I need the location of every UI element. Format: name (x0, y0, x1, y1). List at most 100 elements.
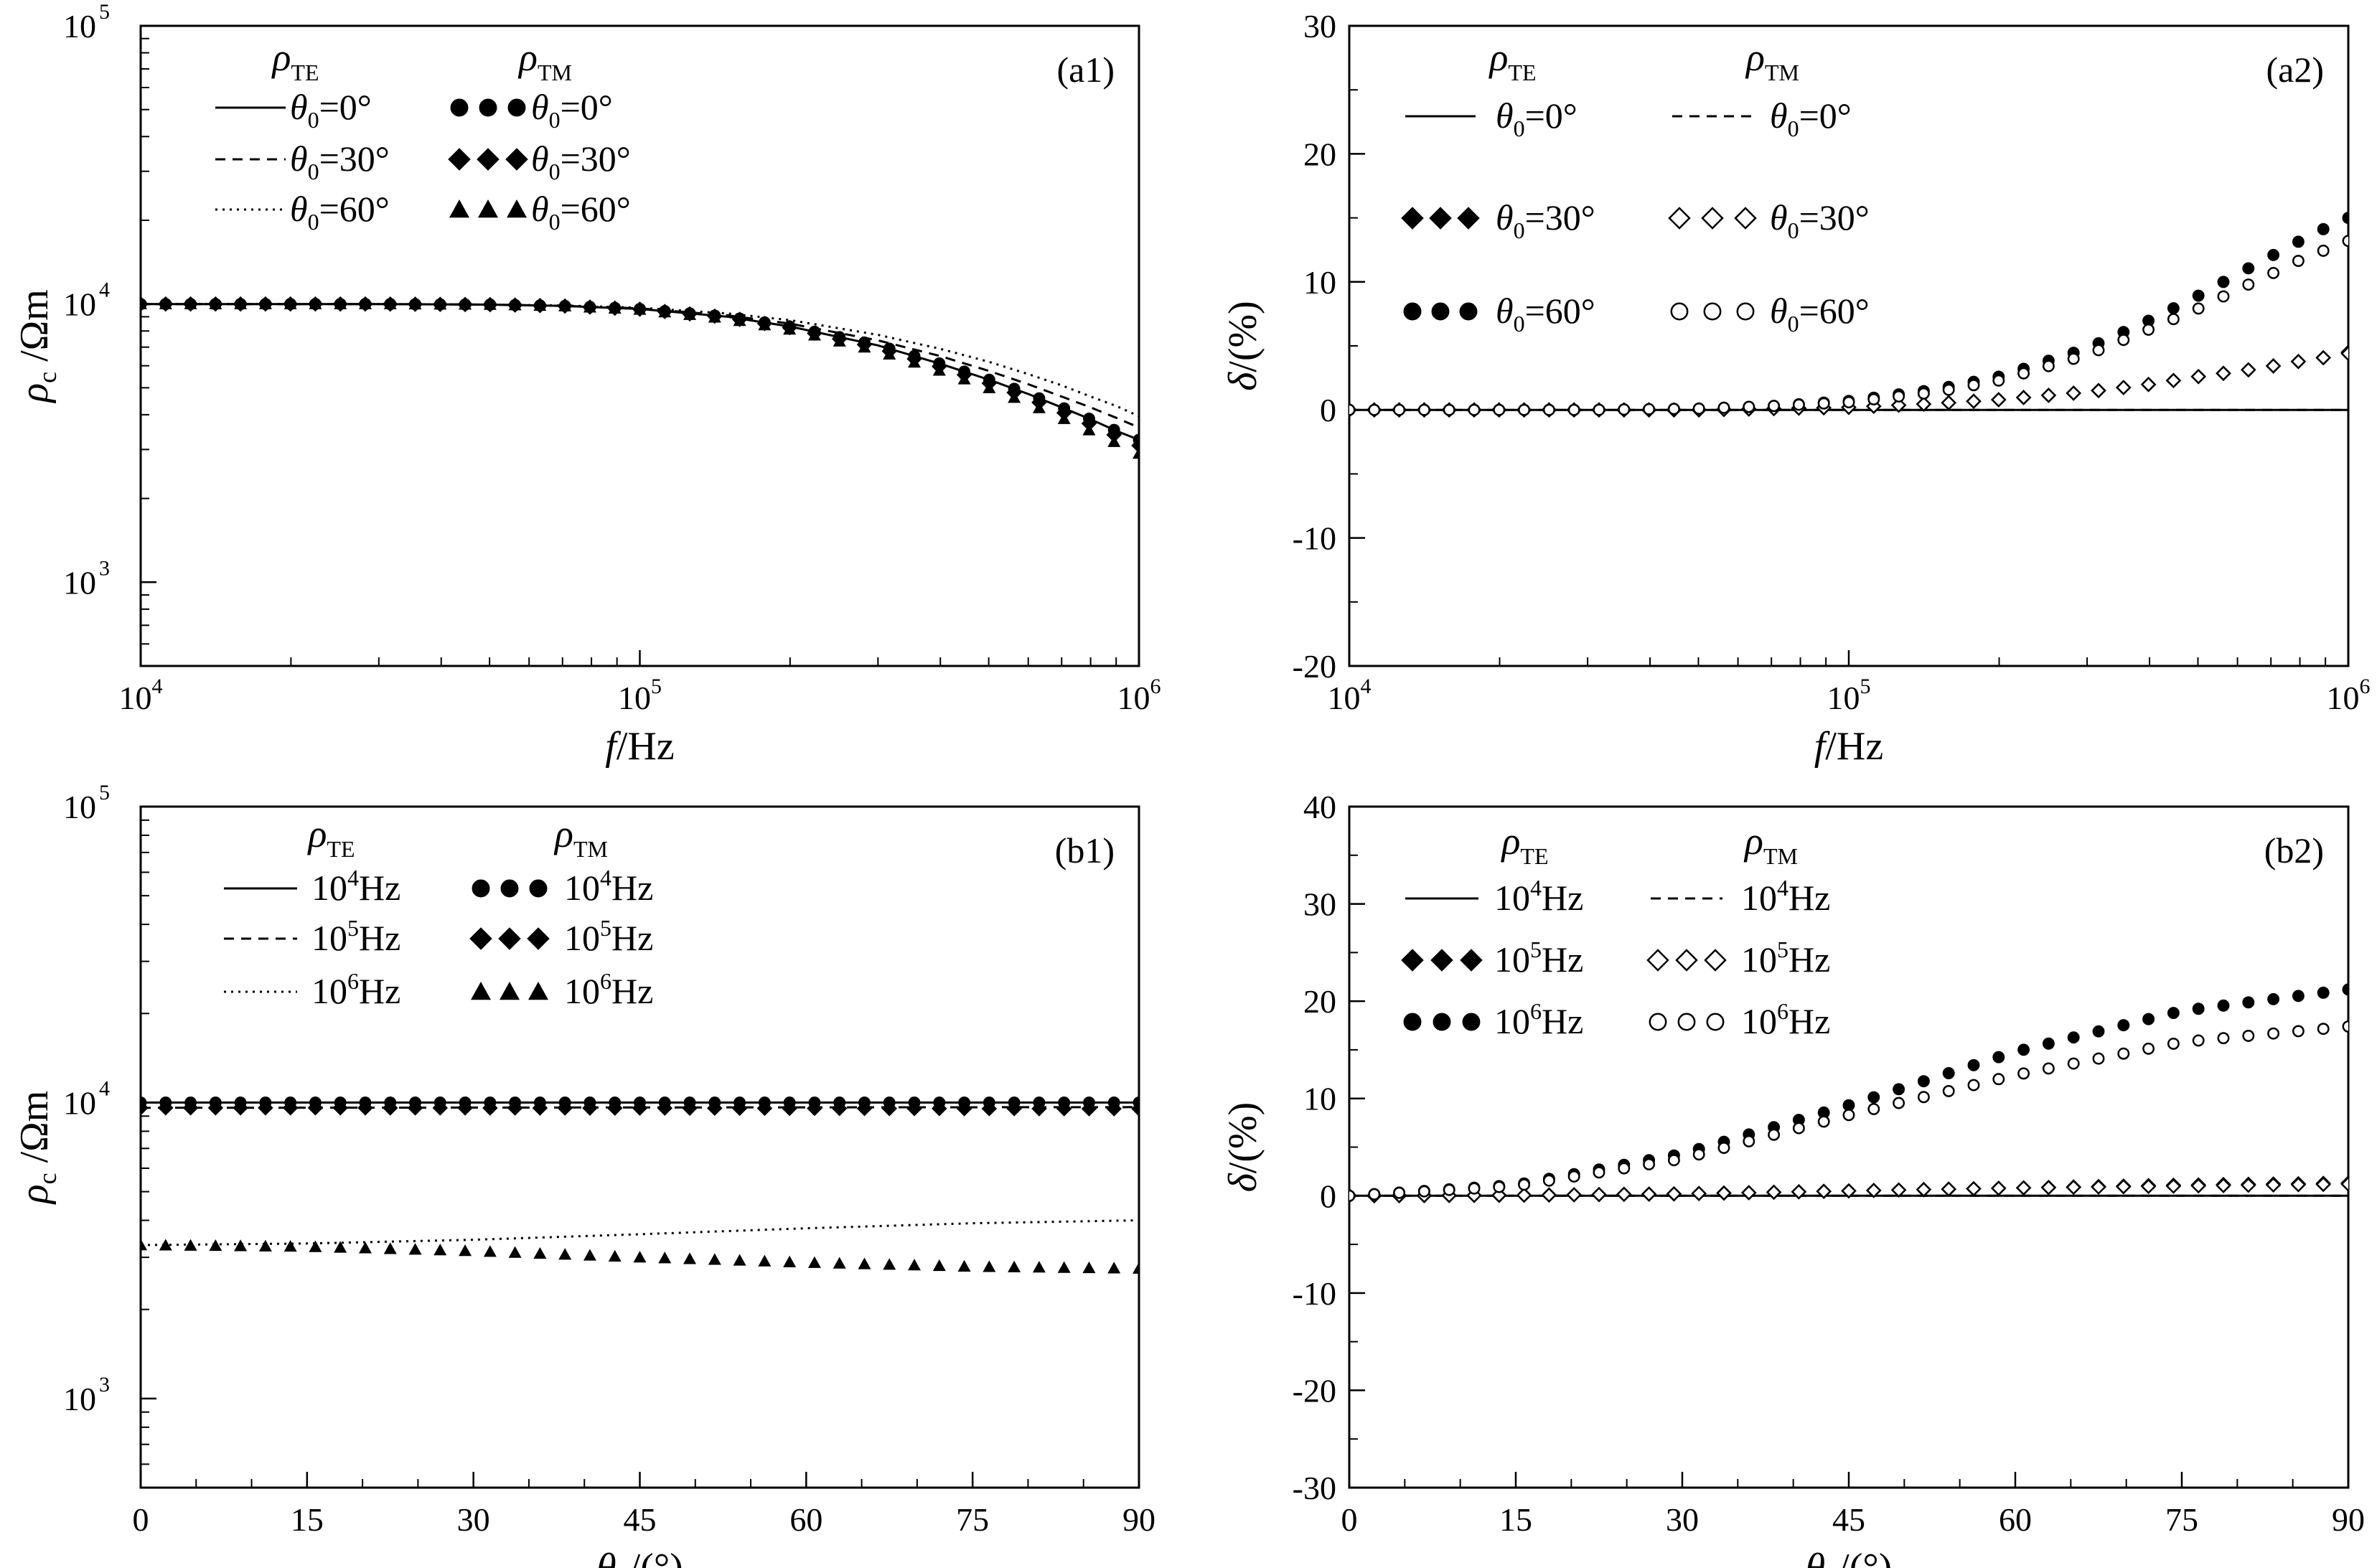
data-marker (258, 1239, 272, 1252)
data-marker (632, 1100, 648, 1116)
y-tick-label: 30 (1303, 8, 1336, 44)
legend-item: 105Hz (224, 915, 400, 958)
x-tick-label: 60 (1999, 1501, 2032, 1538)
data-marker (383, 1242, 397, 1254)
data-marker (1741, 1185, 1757, 1201)
data-marker (1816, 1183, 1832, 1199)
legend-marker-sample (1703, 302, 1722, 321)
data-marker (1618, 1162, 1631, 1175)
data-marker (2315, 1176, 2331, 1193)
data-marker (2192, 289, 2205, 302)
data-marker (2040, 1180, 2057, 1196)
series-te-10-5hz (141, 1106, 1139, 1109)
data-marker (906, 1100, 922, 1117)
y-tick-label: -30 (1293, 1470, 1336, 1506)
data-marker (1916, 1181, 1932, 1198)
data-marker (2142, 1042, 2155, 1055)
data-marker (1991, 392, 2007, 408)
data-marker (309, 1240, 322, 1252)
data-marker (1518, 1178, 1531, 1191)
data-marker (2242, 278, 2255, 291)
series-tm-0-30- (141, 296, 1139, 454)
data-marker (282, 1099, 299, 1116)
legend-label: 106Hz (311, 968, 400, 1011)
data-marker (1692, 402, 1705, 415)
data-marker (482, 1100, 498, 1116)
legend-label: θ0=30° (1770, 197, 1870, 243)
data-marker (1691, 1186, 1707, 1201)
plot-area (1349, 212, 2348, 418)
legend-marker-sample (1646, 949, 1669, 972)
data-marker (558, 299, 572, 311)
chart-b2: 0 15 30 45 60 75 90 -30 -20 -10 0 10 20 30 40 (b2) θ0/(°… (1221, 789, 2365, 1568)
legend-marker-sample (1668, 207, 1691, 230)
x-tick-label: 45 (1832, 1501, 1865, 1538)
data-marker (582, 1100, 598, 1116)
data-marker (1867, 1102, 1880, 1115)
data-marker (1992, 1051, 2005, 1064)
data-marker (2217, 276, 2230, 288)
legend-label: θ0=0° (1496, 95, 1577, 141)
data-marker (2092, 344, 2105, 357)
data-marker (731, 1100, 748, 1117)
data-marker (2267, 1027, 2280, 1040)
x-tick-label: 106 (1117, 675, 1161, 716)
legend-marker-sample (529, 879, 548, 898)
series-line (141, 1219, 1139, 1247)
x-tick-label: 104 (119, 675, 163, 716)
legend-marker-sample (500, 982, 520, 1000)
data-marker (433, 298, 447, 310)
x-tick-label: 106 (2327, 675, 2371, 716)
plot-area (141, 1096, 1139, 1274)
data-marker (1890, 397, 1907, 413)
data-marker (1866, 1183, 1882, 1198)
data-marker (2290, 354, 2307, 370)
data-marker (1131, 438, 1139, 454)
data-marker (2067, 352, 2080, 365)
data-marker (1032, 401, 1046, 413)
data-marker (1056, 1101, 1072, 1117)
panel-label: (b1) (1055, 830, 1115, 870)
data-marker (2040, 388, 2057, 403)
data-marker (1791, 1183, 1807, 1200)
legend-marker-sample (1431, 302, 1450, 321)
legend-label: 106Hz (1741, 998, 1830, 1041)
data-marker (2067, 1031, 2080, 1044)
data-marker (1692, 1148, 1705, 1161)
data-marker (1766, 1184, 1782, 1201)
data-marker (2017, 1043, 2030, 1056)
data-marker (2192, 1034, 2205, 1047)
data-marker (2317, 244, 2330, 257)
data-marker (357, 1100, 373, 1116)
y-tick-label: 10 (63, 1084, 96, 1121)
data-marker (1393, 1186, 1406, 1199)
y-axis-label: ρc /Ωm (12, 1091, 62, 1206)
data-marker (2216, 1178, 2231, 1193)
data-marker (334, 1241, 347, 1253)
legend-item: 105Hz (469, 915, 653, 958)
data-marker (141, 1099, 149, 1116)
data-marker (708, 311, 721, 323)
data-marker (2015, 390, 2032, 405)
data-marker (981, 1101, 998, 1117)
panel-label: (a1) (1057, 50, 1115, 90)
data-marker (407, 1100, 423, 1116)
data-marker (1743, 1135, 1755, 1147)
data-marker (1893, 1083, 1905, 1096)
legend-marker-sample (479, 98, 497, 117)
series-te-0-60- (141, 303, 1139, 418)
data-marker (758, 319, 772, 331)
data-marker (1057, 1261, 1071, 1273)
series-te-10-6hz (141, 1219, 1139, 1247)
data-marker (1768, 400, 1781, 413)
series-tm-10-5hz (141, 1099, 1139, 1117)
y-tick-label: -10 (1293, 1275, 1336, 1312)
data-marker (234, 1239, 248, 1252)
y-tick-exponent: 3 (99, 556, 110, 580)
data-marker (1468, 403, 1481, 416)
data-marker (2317, 1023, 2330, 1036)
y-tick-label: 10 (1303, 1081, 1336, 1117)
data-marker (1057, 412, 1071, 424)
legend-label: 106Hz (564, 968, 653, 1011)
legend-label: θ0=60° (1496, 291, 1595, 337)
